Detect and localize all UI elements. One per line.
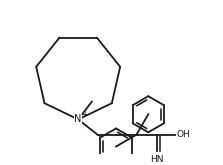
Text: OH: OH xyxy=(177,130,190,139)
Text: HN: HN xyxy=(151,155,164,164)
Text: +: + xyxy=(81,110,87,119)
Text: N: N xyxy=(74,115,82,124)
